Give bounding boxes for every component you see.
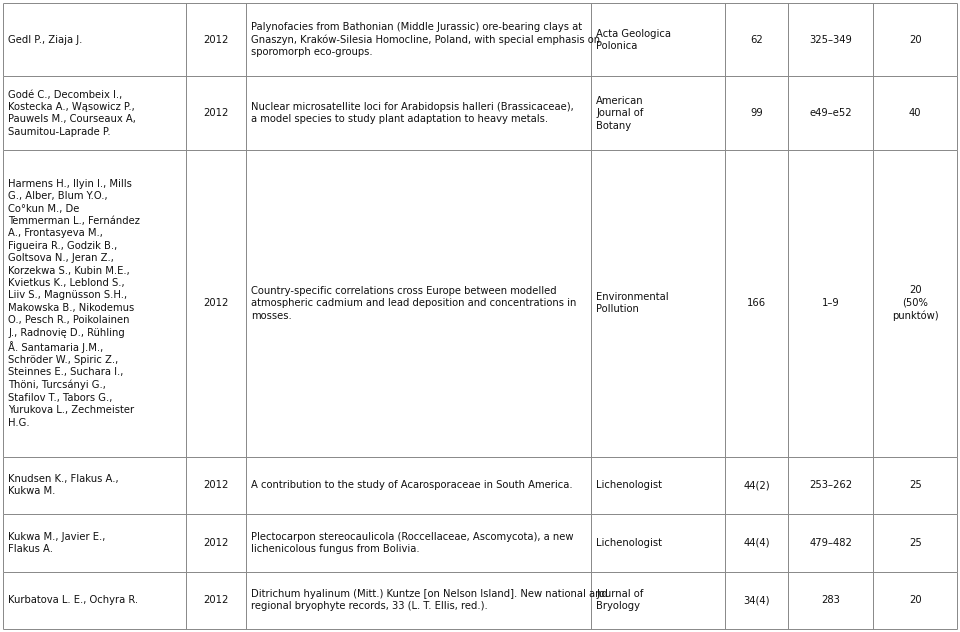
Text: Journal of
Bryology: Journal of Bryology [596,589,643,611]
Text: Palynofacies from Bathonian (Middle Jurassic) ore-bearing clays at
Gnaszyn, Krak: Palynofacies from Bathonian (Middle Jura… [252,22,601,58]
Text: 20: 20 [909,35,922,45]
Text: 25: 25 [909,480,922,490]
Text: Lichenologist: Lichenologist [596,538,662,548]
Text: 2012: 2012 [204,595,228,605]
Text: 283: 283 [821,595,840,605]
Text: 2012: 2012 [204,480,228,490]
Text: 2012: 2012 [204,35,228,45]
Text: 44(2): 44(2) [743,480,770,490]
Text: 99: 99 [750,108,763,118]
Text: 2012: 2012 [204,298,228,308]
Text: Lichenologist: Lichenologist [596,480,662,490]
Text: 25: 25 [909,538,922,548]
Text: Gedl P., Ziaja J.: Gedl P., Ziaja J. [8,35,83,45]
Text: 34(4): 34(4) [743,595,770,605]
Text: 479–482: 479–482 [809,538,852,548]
Text: Kukwa M., Javier E.,
Flakus A.: Kukwa M., Javier E., Flakus A. [8,532,106,554]
Text: Country-specific correlations cross Europe between modelled
atmospheric cadmium : Country-specific correlations cross Euro… [252,286,577,320]
Text: American
Journal of
Botany: American Journal of Botany [596,96,644,131]
Text: Plectocarpon stereocaulicola (Roccellaceae, Ascomycota), a new
lichenicolous fun: Plectocarpon stereocaulicola (Roccellace… [252,532,574,554]
Text: Environmental
Pollution: Environmental Pollution [596,292,669,315]
Text: Kurbatova L. E., Ochyra R.: Kurbatova L. E., Ochyra R. [8,595,138,605]
Text: 20: 20 [909,595,922,605]
Text: A contribution to the study of Acarosporaceae in South America.: A contribution to the study of Acarospor… [252,480,573,490]
Text: 325–349: 325–349 [809,35,852,45]
Text: Ditrichum hyalinum (Mitt.) Kuntze [on Nelson Island]. New national and
regional : Ditrichum hyalinum (Mitt.) Kuntze [on Ne… [252,589,609,611]
Text: 253–262: 253–262 [809,480,852,490]
Text: 2012: 2012 [204,108,228,118]
Text: e49–e52: e49–e52 [809,108,852,118]
Text: 166: 166 [747,298,766,308]
Text: 1–9: 1–9 [822,298,839,308]
Text: Knudsen K., Flakus A.,
Kukwa M.: Knudsen K., Flakus A., Kukwa M. [8,474,119,497]
Text: Nuclear microsatellite loci for Arabidopsis halleri (Brassicaceae),
a model spec: Nuclear microsatellite loci for Arabidop… [252,102,574,125]
Text: 2012: 2012 [204,538,228,548]
Text: 20
(50%
punktów): 20 (50% punktów) [892,286,939,321]
Text: 40: 40 [909,108,922,118]
Text: Godé C., Decombeix I.,
Kostecka A., Wąsowicz P.,
Pauwels M., Courseaux A,
Saumit: Godé C., Decombeix I., Kostecka A., Wąso… [8,90,136,137]
Text: Acta Geologica
Polonica: Acta Geologica Polonica [596,28,671,51]
Text: 62: 62 [750,35,763,45]
Text: Harmens H., Ilyin I., Mills
G., Alber, Blum Y.O.,
Co°kun M., De
Temmerman L., Fe: Harmens H., Ilyin I., Mills G., Alber, B… [8,179,140,428]
Text: 44(4): 44(4) [743,538,770,548]
